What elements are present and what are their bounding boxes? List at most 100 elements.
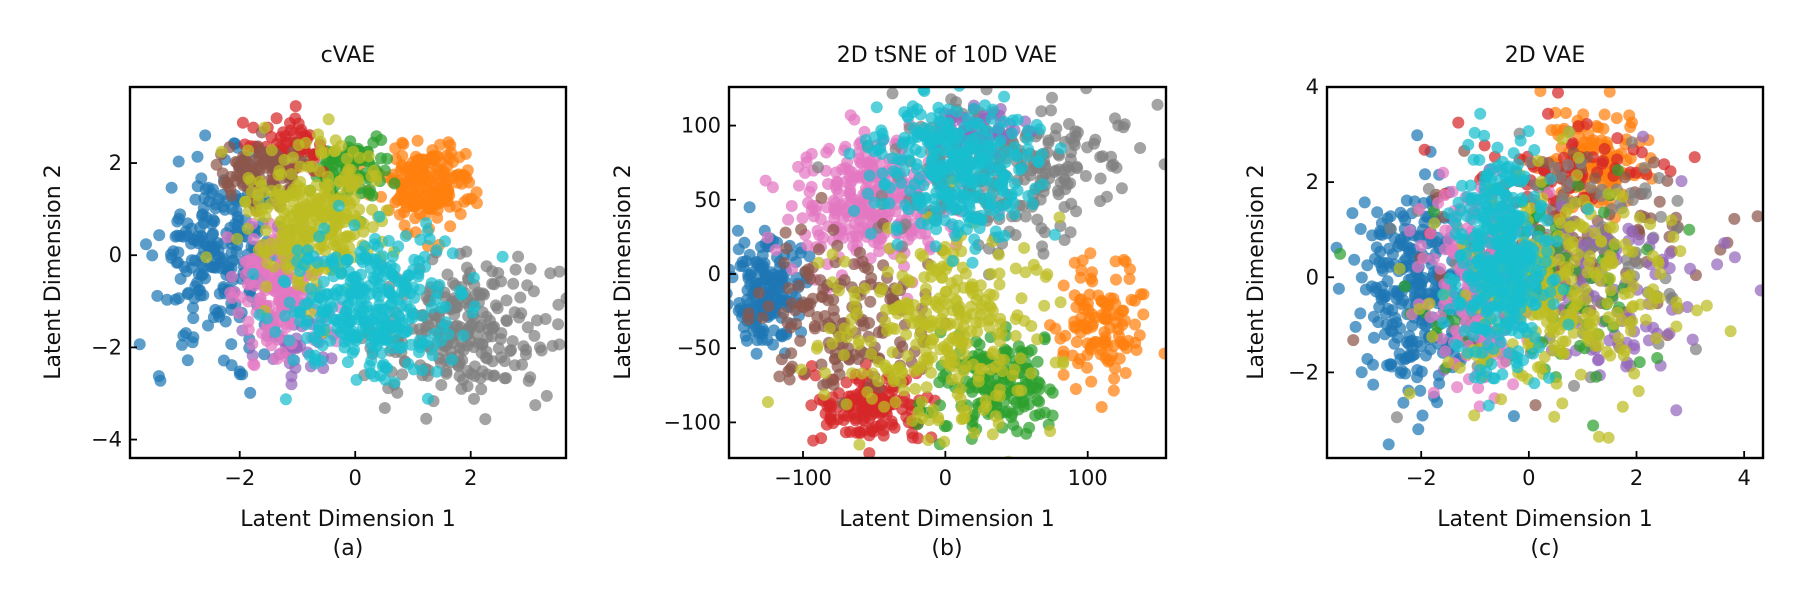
data-point <box>181 288 194 300</box>
data-point <box>846 367 859 380</box>
data-point <box>784 363 797 376</box>
data-point <box>985 112 998 125</box>
data-point <box>1655 210 1667 223</box>
data-point <box>793 179 805 192</box>
data-point <box>1562 158 1575 171</box>
data-point <box>222 261 235 274</box>
data-point <box>400 299 413 312</box>
data-point <box>1378 328 1391 341</box>
data-point <box>742 307 755 320</box>
data-point <box>420 412 433 425</box>
data-point <box>546 339 559 352</box>
data-point <box>1568 379 1580 392</box>
data-point <box>1404 242 1417 255</box>
data-point <box>782 213 795 226</box>
data-point <box>1419 168 1431 181</box>
data-point <box>470 197 483 210</box>
data-point <box>1438 189 1451 202</box>
data-point <box>399 230 412 242</box>
data-point <box>943 192 956 205</box>
data-point <box>1001 171 1014 184</box>
data-point <box>304 218 317 231</box>
data-point <box>531 314 543 327</box>
data-point <box>1628 342 1641 355</box>
data-point <box>1048 166 1061 178</box>
data-point <box>1129 318 1141 331</box>
data-point <box>851 307 864 320</box>
data-point <box>782 282 795 295</box>
data-point <box>1034 123 1046 136</box>
data-point <box>1424 311 1437 323</box>
data-point <box>873 245 886 258</box>
data-point <box>753 287 765 299</box>
data-point <box>1070 205 1083 218</box>
data-point <box>1572 120 1585 133</box>
data-point <box>932 414 945 427</box>
data-point <box>792 279 805 292</box>
data-point <box>928 200 941 213</box>
data-point <box>1016 199 1029 212</box>
data-point <box>1081 141 1094 154</box>
data-point <box>1029 182 1042 195</box>
data-point <box>898 136 911 149</box>
data-point <box>388 376 401 389</box>
panel-b-ylabel: Latent Dimension 2 <box>611 164 636 379</box>
data-point <box>1651 352 1664 364</box>
data-point <box>197 235 210 248</box>
data-point <box>963 216 976 229</box>
data-point <box>1598 143 1611 155</box>
data-point <box>1754 284 1763 297</box>
data-point <box>1632 257 1645 270</box>
data-point <box>1422 182 1435 195</box>
data-point <box>1671 194 1684 207</box>
data-point <box>946 332 959 345</box>
data-point <box>373 210 386 223</box>
data-point <box>316 339 329 352</box>
data-point <box>1079 170 1092 182</box>
data-point <box>1625 116 1638 129</box>
data-point <box>1390 411 1403 424</box>
data-point <box>301 252 314 264</box>
data-point <box>463 176 476 189</box>
data-point <box>294 265 306 277</box>
data-point <box>258 270 271 283</box>
data-point <box>904 276 917 288</box>
data-point <box>1018 242 1031 254</box>
data-point <box>989 225 1002 238</box>
data-point <box>1095 294 1108 307</box>
y-tick-label: 50 <box>694 188 721 212</box>
data-point <box>996 183 1009 196</box>
data-point <box>1625 136 1638 149</box>
data-point <box>199 129 212 142</box>
data-point <box>1589 172 1602 185</box>
data-point <box>200 251 213 264</box>
data-point <box>795 223 808 236</box>
data-point <box>843 170 856 183</box>
data-point <box>1638 161 1651 174</box>
data-point <box>887 375 900 388</box>
data-point <box>219 315 232 328</box>
data-point <box>1366 229 1379 242</box>
data-point <box>743 248 756 261</box>
data-point <box>1086 308 1098 321</box>
panel-a: cVAE −2 0 2 −4−202 Latent Dimension 1 (a) … <box>41 43 568 561</box>
data-point <box>1033 395 1046 408</box>
data-point <box>881 265 894 278</box>
data-point <box>265 144 278 157</box>
data-point <box>1664 247 1677 260</box>
data-point <box>1549 161 1561 174</box>
data-point <box>1031 333 1044 346</box>
panel-b-points <box>729 87 1166 458</box>
data-point <box>187 233 200 246</box>
data-point <box>161 293 174 306</box>
data-point <box>1633 356 1646 369</box>
data-point <box>491 302 504 315</box>
data-point <box>992 248 1005 261</box>
data-point <box>1620 360 1633 373</box>
data-point <box>1046 409 1059 422</box>
data-point <box>411 134 424 147</box>
data-point <box>858 205 871 217</box>
data-point <box>974 315 987 328</box>
data-point <box>1449 314 1462 327</box>
